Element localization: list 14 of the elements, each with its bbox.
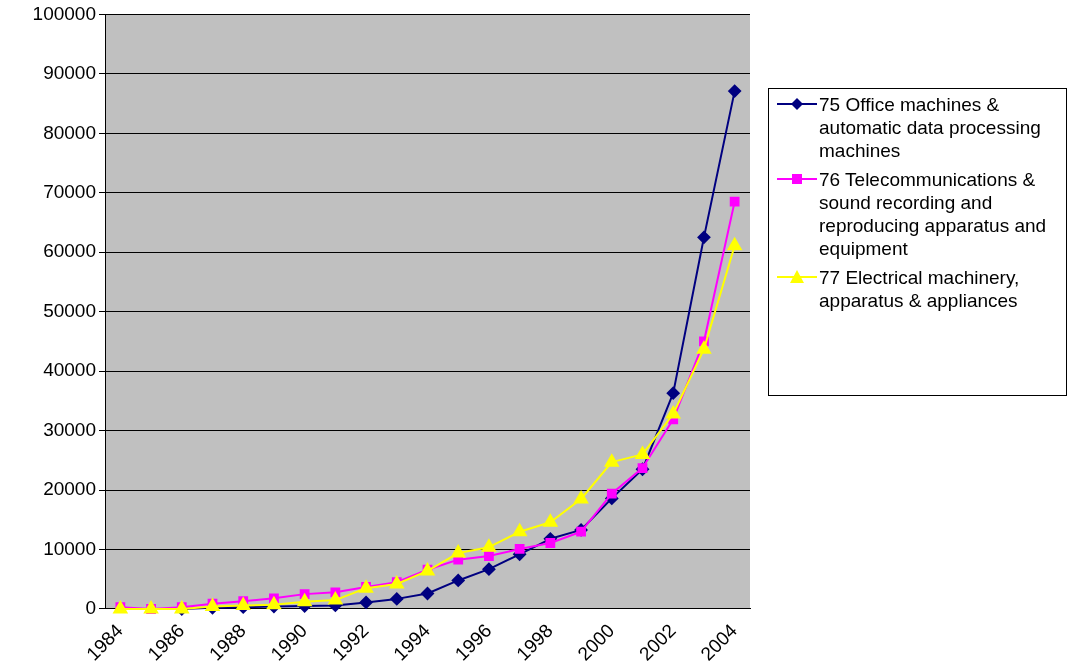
y-tick-label: 10000	[43, 537, 96, 559]
y-tick-label: 0	[85, 597, 96, 619]
y-tick-label: 20000	[43, 478, 96, 500]
y-tick-label: 60000	[43, 240, 96, 262]
legend-label: 76 Telecommunications & sound recording and reproducing apparatus and equipment	[819, 168, 1048, 260]
y-tick-label: 70000	[43, 181, 96, 203]
y-tick-label: 30000	[43, 418, 96, 440]
y-tick-label: 50000	[43, 299, 96, 321]
legend-label: 75 Office machines & automatic data processing machines	[819, 93, 1042, 162]
y-tick-label: 40000	[43, 359, 96, 381]
legend-label: 77 Electrical machinery, apparatus & appliances	[819, 266, 1021, 312]
y-tick-label: 100000	[32, 2, 96, 24]
y-tick-label: 90000	[43, 62, 96, 84]
y-tick-label: 80000	[43, 121, 96, 143]
